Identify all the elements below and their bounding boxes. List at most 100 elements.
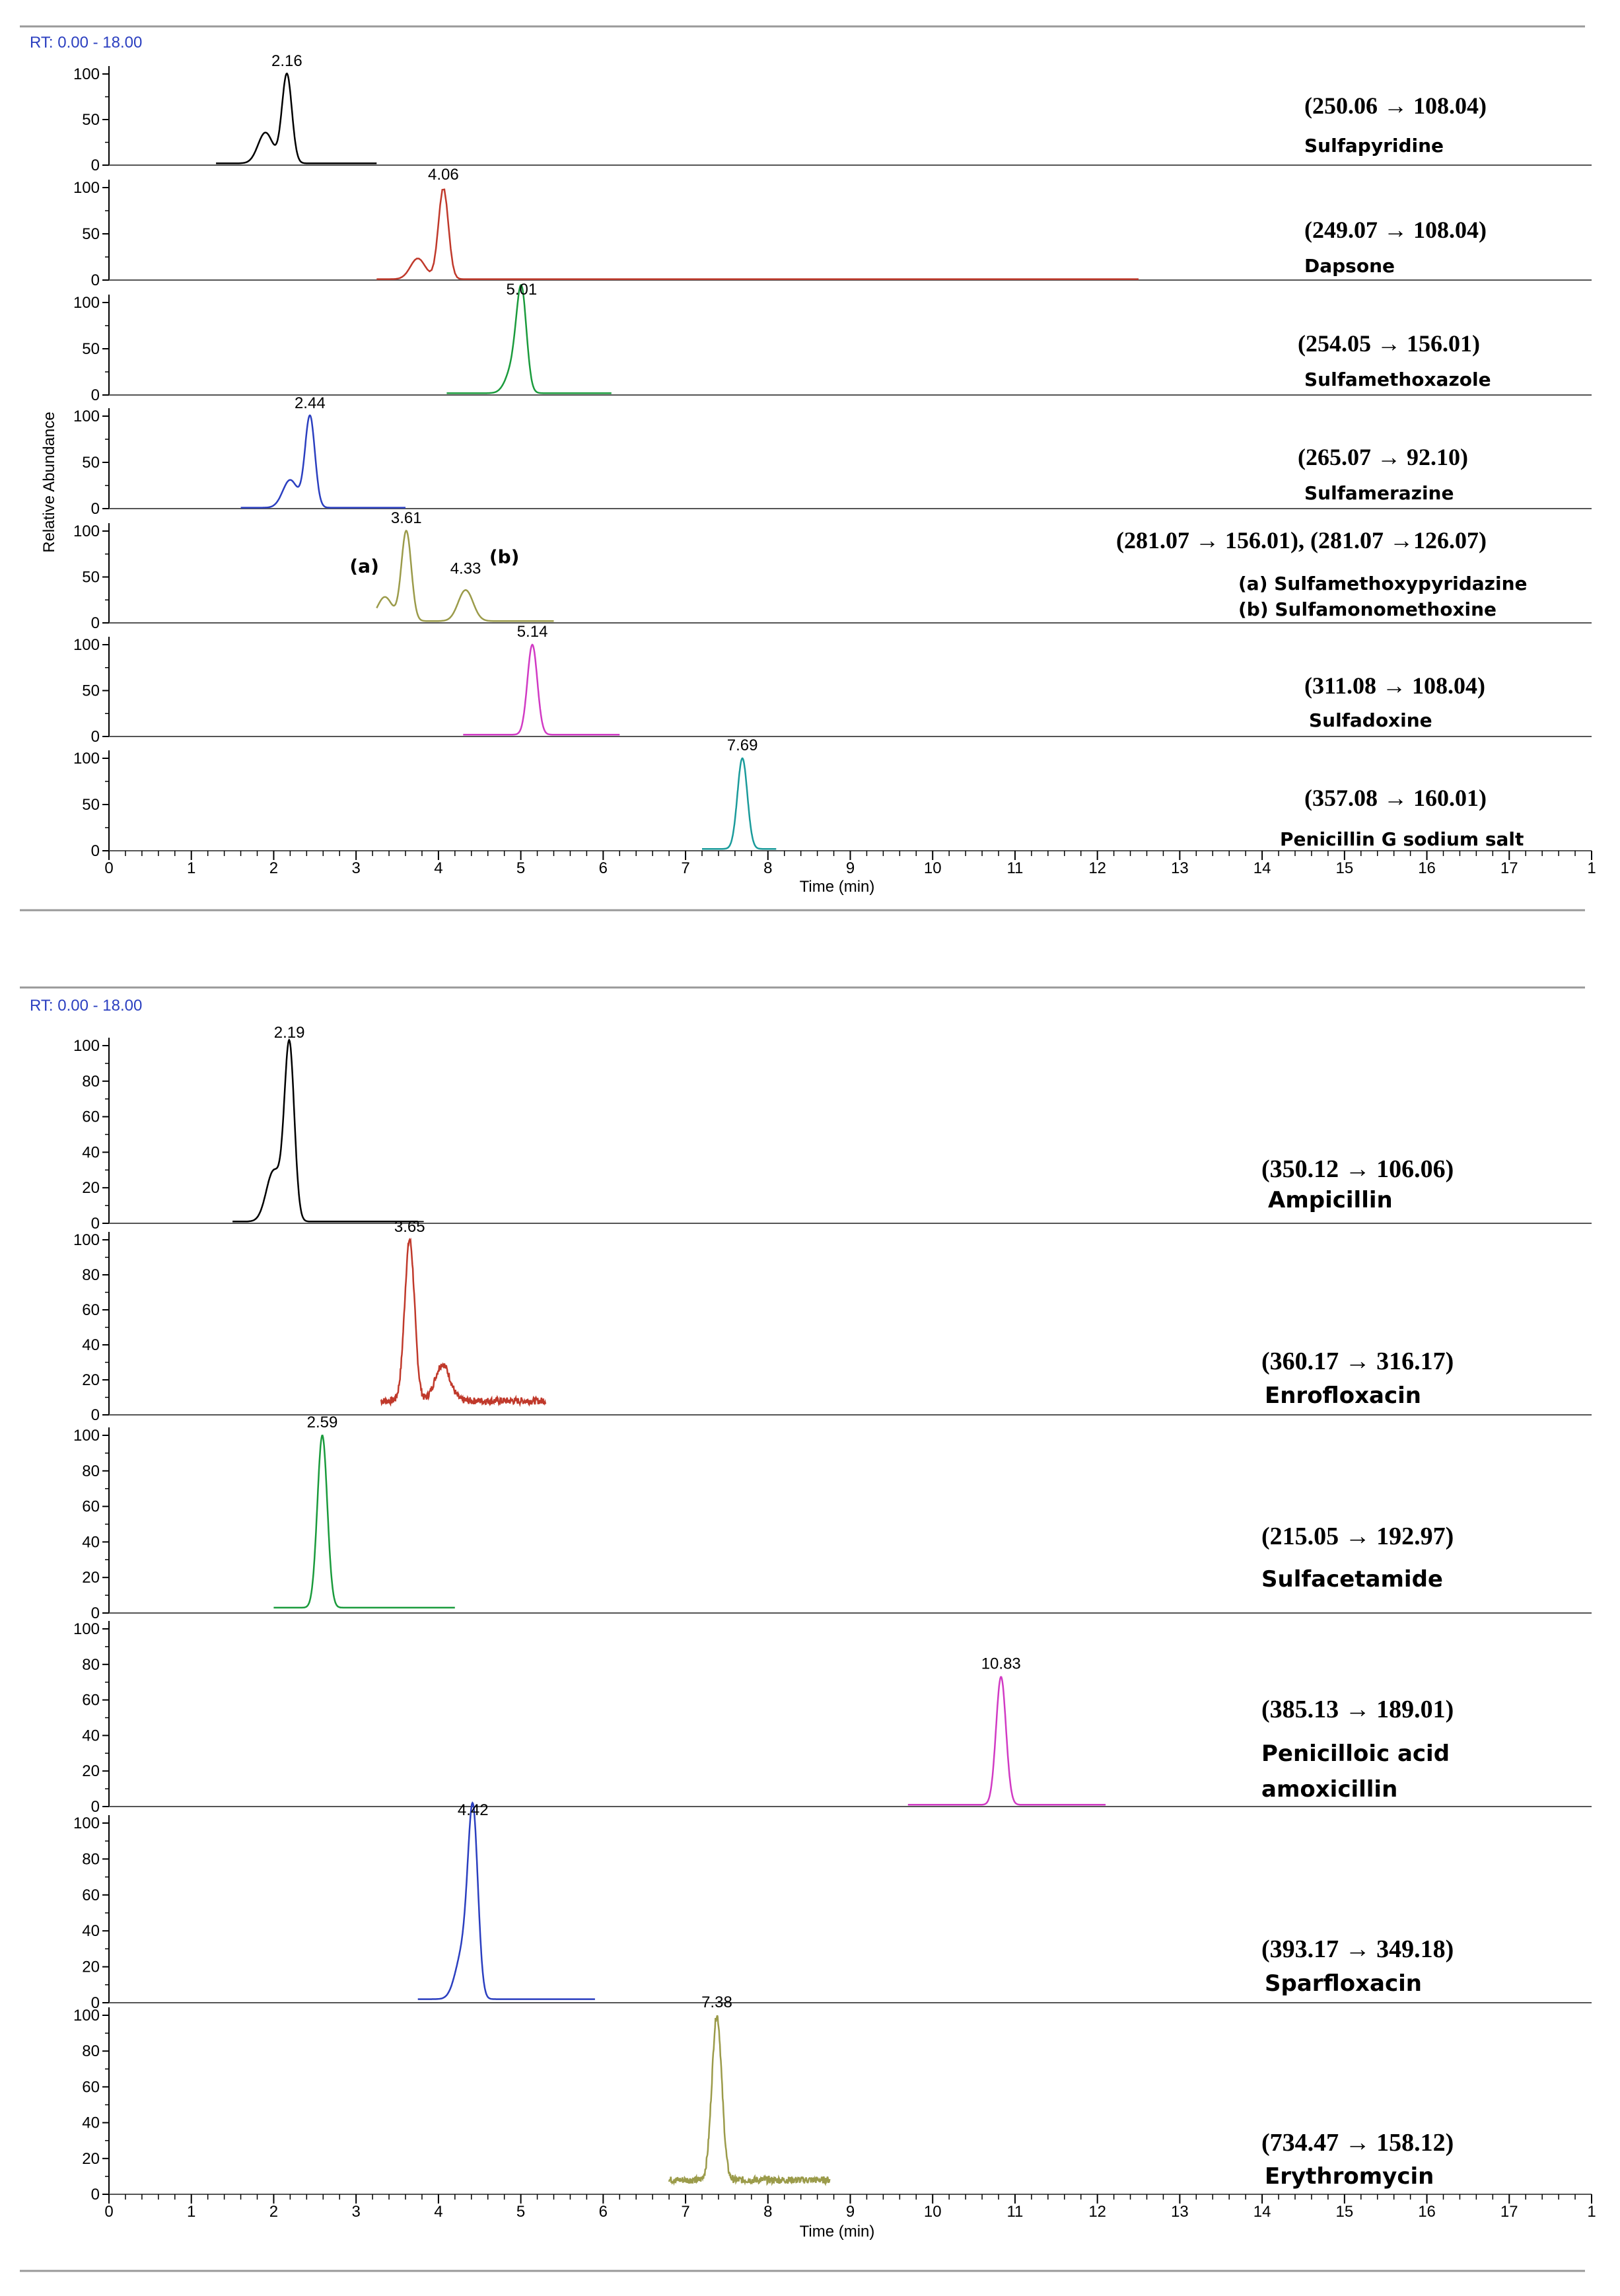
x-tick-label: 14 (1253, 859, 1271, 877)
transition-label: (254.05 → 156.01) (1298, 330, 1480, 357)
chromatogram-panel: 0 50 100 3.61 4.33 (a) (b) (281.07 → 156.01), (… (73, 509, 1592, 632)
x-tick-label: 10 (924, 2203, 942, 2221)
top-y-axis-label: Relative Abundance (40, 412, 58, 553)
y-tick-label: 0 (91, 271, 100, 289)
top-rt-range-label: RT: 0.00 - 18.00 (30, 34, 142, 52)
transition-label: (357.08 → 160.01) (1304, 785, 1487, 811)
y-tick-label: 20 (82, 1958, 100, 1976)
peak-rt-label: 3.61 (391, 509, 422, 527)
y-tick-label: 60 (82, 1692, 100, 1709)
bottom-rt-range-label: RT: 0.00 - 18.00 (30, 997, 142, 1015)
x-axis-title: Time (min) (800, 2223, 875, 2241)
peak-rt-label: 3.65 (394, 1218, 425, 1236)
trace-line (380, 1237, 547, 1408)
peak-rt-label: 5.14 (517, 623, 548, 641)
x-tick-label: 6 (599, 2203, 608, 2221)
y-tick-label: 100 (73, 1427, 100, 1445)
peak-rt-label: 2.44 (295, 394, 326, 412)
y-tick-label: 0 (91, 500, 100, 518)
y-tick-label: 100 (73, 750, 100, 768)
x-axis-title: Time (min) (800, 878, 875, 896)
x-tick-label: 0 (104, 859, 113, 877)
x-tick-label: 3 (351, 2203, 360, 2221)
peak-tag-b: (b) (489, 546, 520, 568)
peak-rt-label: 4.42 (458, 1801, 489, 1819)
y-tick-label: 100 (73, 522, 100, 540)
y-tick-label: 80 (82, 1850, 100, 1868)
compound-name: Erythromycin (1265, 2163, 1434, 2190)
x-tick-label: 7 (681, 859, 689, 877)
x-tick-label: 12 (1088, 2203, 1106, 2221)
trace-line (376, 529, 554, 622)
x-tick-label: 13 (1171, 859, 1189, 877)
y-tick-label: 100 (73, 65, 100, 83)
chromatogram-panel: 0 20 40 60 80 100 2.19 (350.12 → 106.06) Ampicil… (73, 1024, 1592, 1233)
x-tick-label: 17 (1500, 859, 1518, 877)
compound-name: Sulfacetamide (1261, 1566, 1443, 1593)
chromatogram-panel: 0 50 100 2.44 (265.07 → 92.10) Sulfamerazine (73, 394, 1592, 518)
compound-name: (a) Sulfamethoxypyridazine (1238, 573, 1528, 594)
y-tick-label: 50 (82, 682, 100, 700)
compound-name: Dapsone (1304, 255, 1395, 277)
y-tick-label: 50 (82, 796, 100, 814)
y-tick-label: 60 (82, 1498, 100, 1516)
y-tick-label: 50 (82, 569, 100, 587)
trace-line (907, 1676, 1106, 1806)
y-tick-label: 40 (82, 1533, 100, 1551)
x-tick-label: 10 (924, 859, 942, 877)
y-tick-label: 60 (82, 2078, 100, 2096)
y-tick-label: 100 (73, 408, 100, 425)
chromatogram-panel: 0 50 100 5.14 (311.08 → 108.04) Sulfadoxine (73, 623, 1592, 746)
transition-label: (393.17 → 349.18) (1261, 1935, 1454, 1963)
compound-name: Ampicillin (1268, 1187, 1393, 1213)
y-tick-label: 100 (73, 179, 100, 197)
x-tick-label: 3 (351, 859, 360, 877)
y-tick-label: 0 (91, 1798, 100, 1816)
x-tick-label: 16 (1418, 859, 1436, 877)
chromatogram-panel: 0 50 100 5.01 (254.05 → 156.01) Sulfamethoxaz… (73, 281, 1592, 404)
x-tick-label: 15 (1335, 2203, 1353, 2221)
chromatogram-panel: 0 20 40 60 80 100 7.38 (734.47 → 158.12) Erythro… (73, 1993, 1592, 2204)
compound-name: Penicilloic acid (1261, 1740, 1450, 1767)
y-tick-label: 40 (82, 1336, 100, 1354)
y-tick-label: 0 (91, 1406, 100, 1424)
trace-line (668, 2015, 831, 2186)
y-tick-label: 60 (82, 1886, 100, 1904)
transition-label: (350.12 → 106.06) (1261, 1155, 1454, 1183)
x-tick-label: 4 (434, 859, 442, 877)
y-tick-label: 80 (82, 1462, 100, 1480)
x-tick-label: 2 (269, 859, 278, 877)
chromatogram-panel: 0 50 100 7.69 (357.08 → 160.01) Penicillin G … (73, 736, 1592, 860)
transition-label: (249.07 → 108.04) (1304, 217, 1487, 243)
chromatogram-panel: 0 50 100 4.06 (249.07 → 108.04) Dapsone (73, 166, 1592, 289)
y-tick-label: 100 (73, 636, 100, 654)
trace-line (240, 414, 405, 509)
top-rt-range-text: RT: 0.00 - 18.00 (30, 34, 142, 52)
y-tick-label: 80 (82, 1656, 100, 1674)
x-tick-label: 15 (1335, 859, 1353, 877)
peak-rt-label: 7.38 (701, 1993, 732, 2011)
y-tick-label: 40 (82, 2114, 100, 2132)
trace-line (702, 757, 777, 850)
transition-label: (250.06 → 108.04) (1304, 92, 1487, 119)
transition-label: (281.07 → 156.01), (281.07 →126.07) (1116, 527, 1487, 554)
peak-rt-label: 2.16 (271, 52, 302, 70)
compound-name: Sulfadoxine (1309, 709, 1432, 731)
y-tick-label: 100 (73, 2007, 100, 2025)
y-tick-label: 40 (82, 1143, 100, 1161)
y-tick-label: 0 (91, 614, 100, 632)
trace-line (376, 188, 1139, 280)
x-tick-label: 8 (763, 859, 772, 877)
y-tick-label: 20 (82, 1762, 100, 1780)
x-tick-label: 1 (1587, 2203, 1596, 2221)
trace-line (417, 1801, 595, 2000)
transition-label: (734.47 → 158.12) (1261, 2129, 1454, 2157)
compound-name: Sulfamethoxazole (1304, 369, 1491, 390)
x-tick-label: 12 (1088, 859, 1106, 877)
chromatogram-panel: 0 20 40 60 80 100 10.83 (385.13 → 189.01) Penici… (73, 1620, 1592, 1816)
